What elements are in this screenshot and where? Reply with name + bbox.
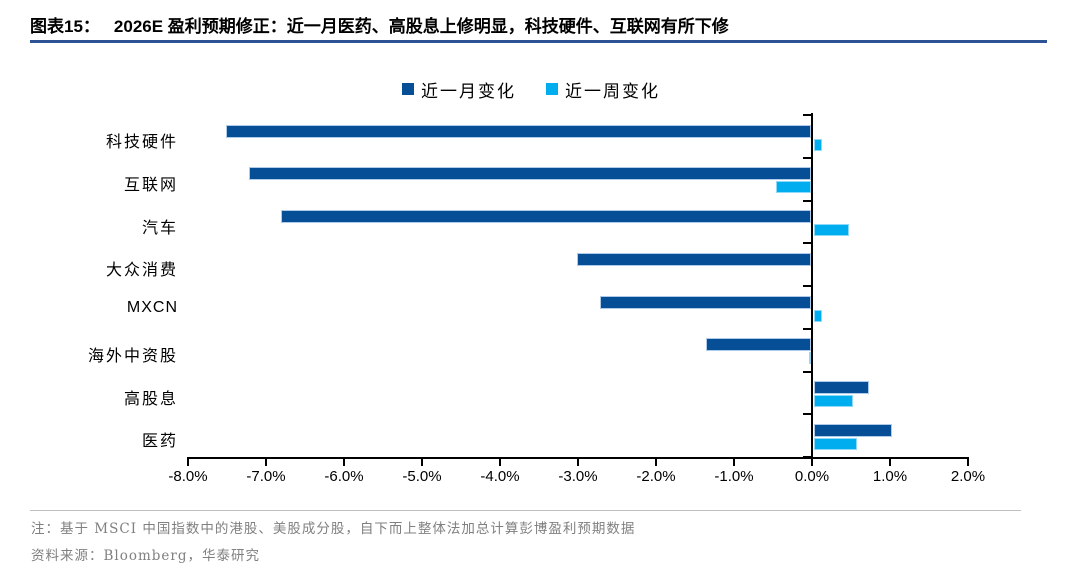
legend-swatch-week	[546, 83, 558, 95]
month-bar-6	[814, 381, 869, 394]
x-axis-tick-label: -6.0%	[324, 468, 364, 485]
chart-title-index: 图表15：	[30, 17, 100, 36]
x-axis-tick	[967, 459, 969, 466]
x-axis-tick-label: 0.0%	[794, 468, 830, 485]
legend-label-month: 近一月变化	[421, 81, 516, 102]
category-label: 大众消费	[105, 260, 178, 280]
week-bar-5	[808, 352, 811, 365]
y-axis-tick	[803, 242, 811, 245]
month-bar-7	[814, 423, 892, 437]
legend-item-month: 近一月变化	[402, 77, 516, 102]
y-axis-tick	[803, 156, 811, 159]
x-axis-tick-label: -8.0%	[168, 468, 208, 485]
chart-legend: 近一月变化 近一周变化	[402, 77, 660, 102]
x-axis-tick	[343, 459, 345, 466]
chart-source: 资料来源：Bloomberg，华泰研究	[31, 548, 261, 564]
y-axis-tick	[803, 114, 811, 116]
category-label: 互联网	[123, 174, 178, 194]
week-bar-4	[814, 309, 822, 322]
category-label: MXCN	[126, 299, 178, 316]
category-label: 海外中资股	[87, 345, 178, 365]
chart-note: 注：基于 MSCI 中国指数中的港股、美股成分股，自下而上整体法加总计算彭博盈利…	[31, 521, 636, 537]
x-axis-tick	[499, 459, 501, 466]
y-axis-tick	[803, 370, 811, 373]
x-axis-tick-label: -1.0%	[714, 468, 754, 485]
week-bar-2	[814, 224, 850, 236]
legend-swatch-month	[402, 83, 414, 95]
y-axis-tick	[803, 413, 811, 416]
x-axis-tick	[421, 459, 423, 466]
x-axis-tick-label: -2.0%	[636, 468, 676, 485]
y-axis-tick	[803, 199, 811, 202]
category-label: 汽车	[141, 217, 178, 237]
month-bar-1	[249, 167, 811, 181]
x-axis-tick	[733, 459, 735, 466]
month-bar-4	[600, 295, 811, 309]
legend-item-week: 近一周变化	[546, 77, 660, 102]
week-bar-7	[814, 437, 857, 450]
x-axis-tick	[187, 459, 189, 466]
y-axis-tick	[803, 285, 811, 287]
x-axis-line	[187, 457, 969, 459]
week-bar-1	[775, 181, 811, 194]
month-bar-0	[226, 124, 811, 138]
category-label: 高股息	[123, 388, 178, 408]
x-axis-tick-label: -7.0%	[246, 468, 286, 485]
x-axis-tick	[577, 459, 579, 466]
y-axis-tick	[803, 327, 811, 330]
chart-title: 图表15： 2026E 盈利预期修正：近一月医药、高股息上修明显，科技硬件、互联网…	[30, 12, 1050, 37]
x-axis-tick-label: -5.0%	[402, 468, 442, 485]
zero-baseline	[811, 113, 813, 459]
x-axis-tick	[811, 459, 813, 466]
month-bar-3	[577, 252, 811, 266]
x-axis-tick	[889, 459, 891, 466]
x-axis-tick	[265, 459, 267, 466]
chart-title-text: 2026E 盈利预期修正：近一月医药、高股息上修明显，科技硬件、互联网有所下修	[113, 17, 729, 36]
month-bar-2	[280, 210, 811, 223]
x-axis-tick-label: -4.0%	[480, 468, 520, 485]
x-axis-tick-label: 1.0%	[872, 468, 908, 485]
month-bar-5	[705, 338, 811, 352]
week-bar-6	[814, 395, 853, 407]
footer-divider	[30, 510, 1021, 511]
legend-label-week: 近一周变化	[565, 81, 660, 102]
week-bar-0	[814, 138, 822, 151]
x-axis-tick	[655, 459, 657, 466]
title-underline	[30, 40, 1047, 43]
category-label: 科技硬件	[105, 132, 178, 151]
category-label: 医药	[141, 431, 178, 451]
y-axis-tick	[803, 456, 811, 458]
x-axis-tick-label: 2.0%	[950, 468, 986, 485]
x-axis-tick-label: -3.0%	[558, 468, 598, 485]
